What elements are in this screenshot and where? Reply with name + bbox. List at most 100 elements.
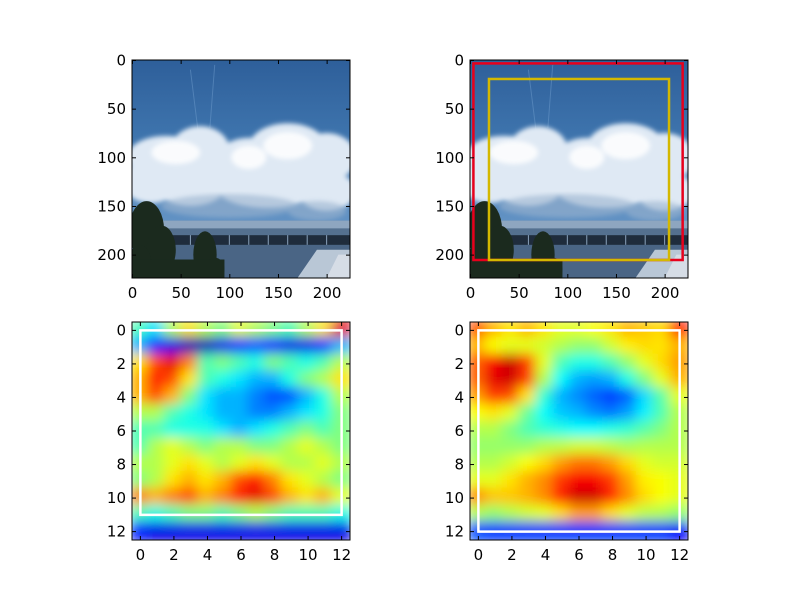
heatmap-cell: [551, 420, 573, 442]
heatmap-cell: [484, 487, 506, 509]
heatmap-cell: [146, 487, 168, 509]
y-tick-label: 6: [454, 422, 464, 440]
y-tick-label: 8: [454, 456, 464, 474]
heatmap-cell: [652, 336, 674, 358]
heatmap-cell: [652, 470, 674, 492]
y-tick-label: 0: [116, 51, 126, 69]
heatmap-cell: [230, 521, 252, 540]
heatmap-cell: [618, 454, 640, 475]
heatmap-cell: [314, 336, 336, 358]
axes-frame: [469, 59, 689, 279]
heatmap-cell: [518, 504, 540, 526]
heatmap-cell: [535, 437, 556, 459]
heatmap-cell: [297, 420, 319, 442]
x-tick-label: 50: [172, 284, 191, 302]
heatmap-cell: [213, 403, 235, 425]
heatmap-cell: [501, 420, 523, 442]
heatmap-cell: [264, 353, 285, 375]
x-tick-label: 100: [215, 284, 244, 302]
heatmap-cell: [280, 370, 302, 392]
heatmap-cell: [585, 504, 607, 526]
heatmap-cell: [535, 487, 556, 509]
heatmap-cell: [551, 504, 573, 526]
heatmap-cell: [518, 336, 540, 358]
x-tick-label: 2: [507, 546, 517, 564]
heatmap-cell: [652, 487, 674, 509]
heatmap-cell: [602, 437, 623, 459]
heatmap-cell: [146, 353, 168, 375]
heatmap-cell: [247, 437, 269, 459]
heatmap-cell: [180, 437, 202, 459]
x-tick-label: 0: [474, 546, 484, 564]
heatmap-cell: [197, 470, 218, 492]
x-tick-label: 10: [299, 546, 318, 564]
heatmap-cell: [197, 437, 218, 459]
heatmap-cell: [314, 454, 336, 475]
bounding-box: [477, 329, 681, 533]
heatmap-cell: [264, 454, 285, 475]
heatmap-cell: [280, 521, 302, 540]
heatmap-cell: [314, 437, 336, 459]
heatmap-cell: [297, 370, 319, 392]
heatmap-cell: [213, 437, 235, 459]
x-tick-label: 8: [608, 546, 618, 564]
heatmap-cell: [635, 387, 657, 408]
heatmap-cell: [618, 387, 640, 408]
heatmap-cell: [484, 454, 506, 475]
y-tick-label: 6: [116, 422, 126, 440]
heatmap-cell: [297, 353, 319, 375]
heatmap-cell: [635, 504, 657, 526]
heatmap-cell: [484, 420, 506, 442]
heatmap-cell: [132, 521, 151, 540]
heatmap-cell: [484, 403, 506, 425]
heatmap-cell: [652, 454, 674, 475]
y-tick-label: 12: [107, 523, 126, 541]
heatmap-cell: [247, 403, 269, 425]
heatmap-cell: [180, 370, 202, 392]
heatmap-cell: [314, 353, 336, 375]
x-tick-label: 12: [332, 546, 351, 564]
heatmap-cell: [230, 454, 252, 475]
heatmap-cell: [501, 403, 523, 425]
heatmap-cell: [568, 437, 590, 459]
y-tick-label: 0: [116, 321, 126, 339]
heatmap-cells: [470, 322, 688, 540]
heatmap-cell: [618, 420, 640, 442]
heatmap-cell: [146, 420, 168, 442]
heatmap-cell: [501, 353, 523, 375]
heatmap-cell: [230, 403, 252, 425]
heatmap-cell: [551, 370, 573, 392]
tick-group: 0 2 4 6 8 10 12 0 2 4 6 8 10 12: [445, 321, 689, 564]
heatmap-cell: [163, 437, 185, 459]
heatmap-cell: [585, 487, 607, 509]
y-tick-label: 0: [454, 321, 464, 339]
x-tick-label: 6: [236, 546, 246, 564]
heatmap-cell: [618, 504, 640, 526]
heatmap-cell: [247, 454, 269, 475]
x-tick-label: 8: [270, 546, 280, 564]
heatmap-cell: [146, 470, 168, 492]
y-tick-label: 150: [435, 197, 464, 215]
photo-image: [122, 60, 356, 284]
box-group: [477, 329, 681, 533]
heatmap-cell: [551, 403, 573, 425]
heatmap-cell: [551, 437, 573, 459]
heatmap-cell: [247, 353, 269, 375]
heatmap-cell: [163, 336, 185, 358]
heatmap-cell: [585, 454, 607, 475]
heatmap-cell: [652, 420, 674, 442]
heatmap-cell: [585, 403, 607, 425]
heatmap-cell: [280, 336, 302, 358]
heatmap-cell: [247, 387, 269, 408]
y-tick-label: 4: [116, 388, 126, 406]
heatmap-cell: [568, 470, 590, 492]
heatmap-cell: [280, 437, 302, 459]
heatmap-cell: [146, 370, 168, 392]
heatmap-cell: [264, 336, 285, 358]
heatmap-cell: [518, 437, 540, 459]
heatmap-cell: [213, 470, 235, 492]
x-tick-label: 2: [169, 546, 179, 564]
heatmap-cell: [297, 437, 319, 459]
heatmap-cell: [618, 437, 640, 459]
heatmap-cell: [163, 370, 185, 392]
